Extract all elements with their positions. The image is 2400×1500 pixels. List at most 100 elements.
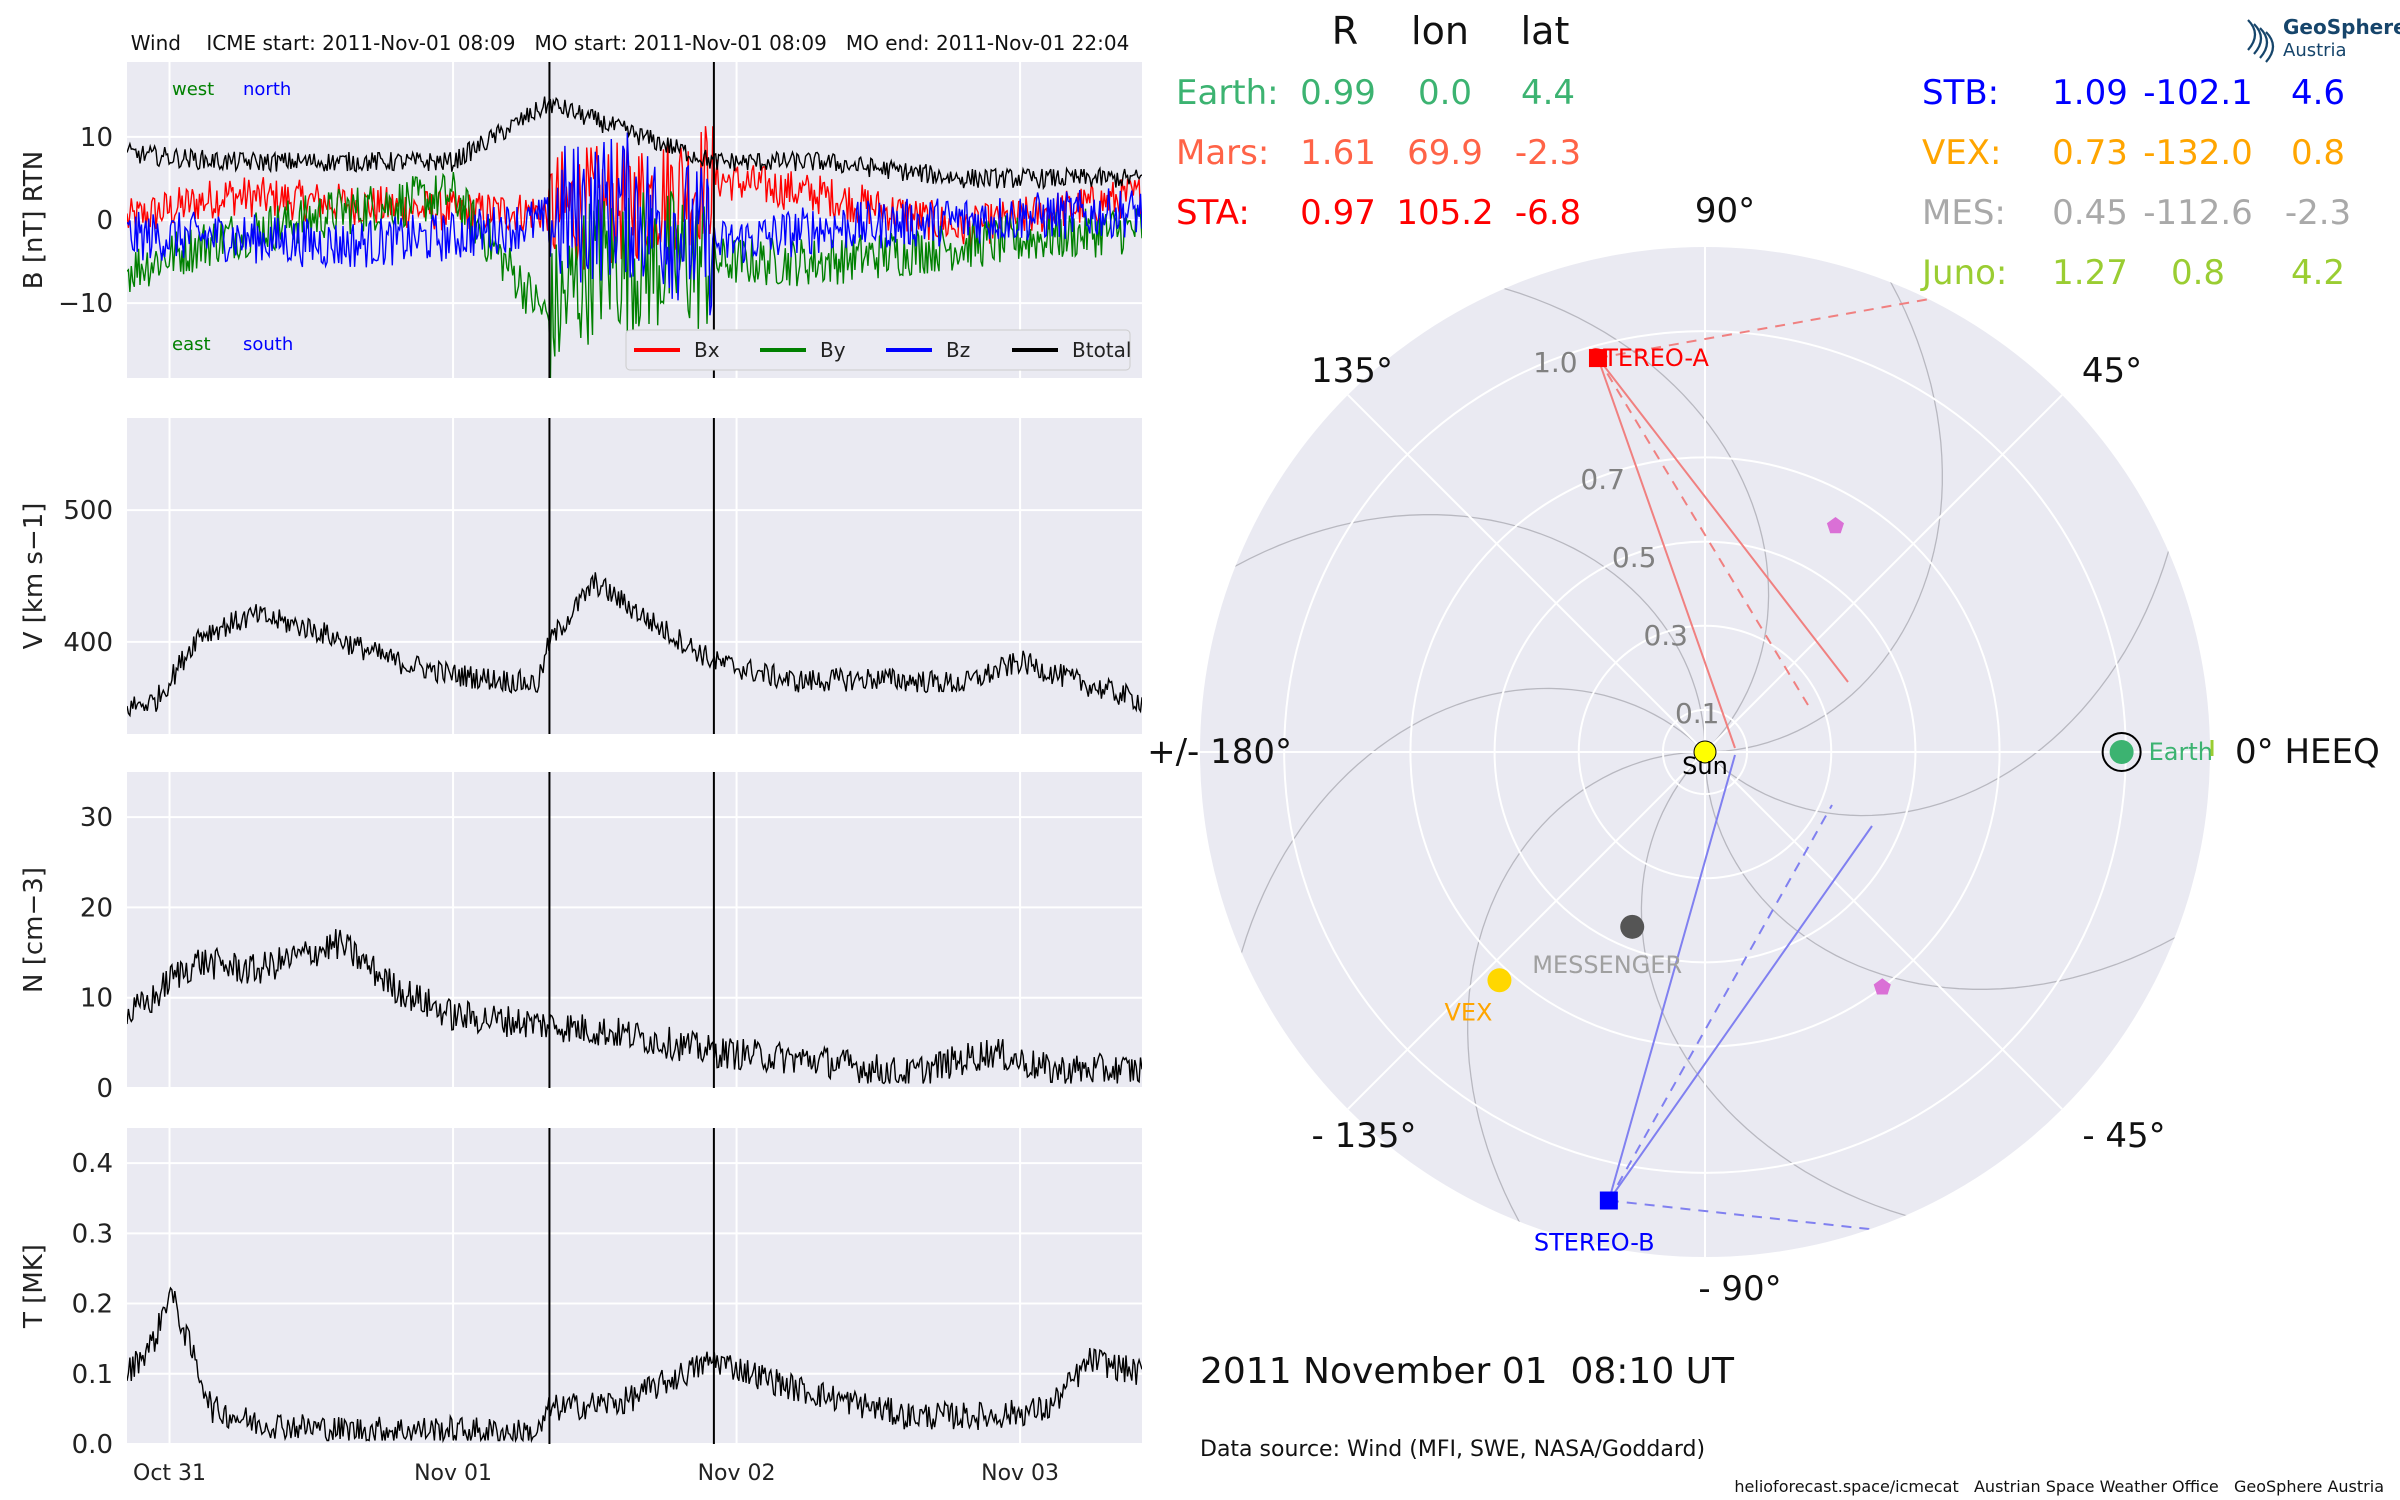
- table-right-lat: 4.6: [2291, 73, 2345, 113]
- body-messenger-label: MESSENGER: [1532, 951, 1682, 979]
- table-right-r: 1.09: [2052, 73, 2128, 113]
- logo-line-1: GeoSphere: [2283, 15, 2400, 39]
- table-header-lat: lat: [1521, 9, 1570, 53]
- panel-4: 0.0 0.1 0.2 0.3 0.4 T [MK]: [19, 1128, 1142, 1460]
- annotation-south: south: [243, 334, 293, 355]
- table-right-r: 0.45: [2052, 193, 2128, 233]
- y-tick-label: 0.2: [72, 1290, 113, 1320]
- y-axis-label: N [cm−3]: [19, 867, 49, 993]
- table-right-lat: -2.3: [2285, 193, 2351, 233]
- y-tick-label: 10: [80, 123, 113, 153]
- angular-gridline: [1347, 751, 1706, 1110]
- body-stereo-a-marker: [1588, 349, 1607, 368]
- y-tick-label: 10: [80, 984, 113, 1014]
- y-tick-label: 500: [63, 496, 113, 526]
- panel-2: 400 500 V [km s−1]: [19, 418, 1142, 734]
- panel-lines: [127, 929, 1142, 1085]
- y-tick-label: 20: [80, 893, 113, 923]
- table-right-lon: 0.8: [2171, 253, 2225, 293]
- annotation-north: north: [243, 79, 291, 100]
- stereo-a-field-line: [1597, 357, 1849, 683]
- y-tick-label: 0: [96, 1074, 113, 1104]
- table-right-name: VEX:: [1922, 133, 2002, 173]
- panel-lines: [127, 96, 1142, 378]
- x-tick-label: Nov 01: [414, 1461, 492, 1486]
- angle-tick-label: 0° HEEQ: [2235, 732, 2380, 772]
- y-tick-label: −10: [58, 289, 113, 319]
- panel-3: 0 10 20 30 N [cm−3]: [19, 772, 1142, 1104]
- table-right-r: 1.27: [2052, 253, 2128, 293]
- legend-box: [625, 329, 1131, 371]
- y-tick-label: 30: [80, 803, 113, 833]
- legend-label: Btotal: [1072, 338, 1131, 362]
- y-tick-label: 0.0: [72, 1430, 113, 1460]
- table-left-lat: -6.8: [1515, 193, 1581, 233]
- polar-inner: 0.1 0.3 0.5 0.7 1.0: [1200, 247, 2210, 1257]
- body-probe-2-marker: [1873, 978, 1891, 995]
- y-tick-label: 0.4: [72, 1149, 113, 1179]
- x-tick-label: Oct 31: [133, 1461, 206, 1486]
- body-stereo-a-label: STEREO-A: [1588, 344, 1710, 372]
- body-stereo-b-label: STEREO-B: [1534, 1229, 1655, 1257]
- figure-text: Wind ICME start: 2011-Nov-01 08:09 MO st…: [131, 9, 2400, 1496]
- stereo-b-field-line: [1607, 754, 1736, 1201]
- body-vex-label: VEX: [1444, 998, 1492, 1026]
- table-right-lon: -132.0: [2143, 133, 2253, 173]
- angle-tick-label: - 45°: [2082, 1116, 2165, 1156]
- series-line-data: [127, 572, 1142, 718]
- series-line-data: [127, 929, 1142, 1085]
- body-earth-marker: [2109, 740, 2134, 764]
- table-left-name: Mars:: [1176, 133, 1269, 173]
- stereo-a-field-line: [1597, 357, 1736, 749]
- table-left-r: 0.97: [1300, 193, 1376, 233]
- y-tick-label: 0.3: [72, 1219, 113, 1249]
- data-source: Data source: Wind (MFI, SWE, NASA/Goddar…: [1200, 1437, 1705, 1462]
- table-right-lat: 4.2: [2291, 253, 2345, 293]
- legend-label: Bx: [694, 338, 720, 362]
- geosphere-logo-icon: [2265, 31, 2275, 63]
- radial-tick-label: 0.1: [1675, 697, 1720, 730]
- table-left-lon: 105.2: [1396, 193, 1493, 233]
- y-tick-label: 0.1: [72, 1360, 113, 1390]
- geosphere-logo-icon: [2253, 23, 2263, 55]
- annotation-east: east: [172, 334, 211, 355]
- geosphere-logo-icon: [2259, 27, 2269, 59]
- stereo-b-field-line: [1608, 1199, 1879, 1231]
- y-tick-label: 400: [63, 628, 113, 658]
- date-label: 2011 November 01 08:10 UT: [1200, 1351, 1735, 1392]
- body-vex-marker: [1487, 968, 1512, 993]
- body-earth-ring: [2101, 732, 2142, 772]
- radial-tick-label: 0.3: [1643, 619, 1688, 652]
- table-right-name: STB:: [1922, 73, 1999, 113]
- y-axis-label: T [MK]: [19, 1244, 49, 1329]
- angle-tick-label: - 135°: [1312, 1116, 1417, 1156]
- footer-credits: helioforecast.space/icmecat Austrian Spa…: [1734, 1477, 2384, 1496]
- figure-title: Wind ICME start: 2011-Nov-01 08:09 MO st…: [131, 31, 1130, 55]
- table-right-name: Juno:: [1920, 253, 2007, 293]
- x-tick-label: Nov 02: [698, 1461, 776, 1486]
- body-messenger-marker: [1620, 914, 1645, 939]
- legend-label: Bz: [946, 338, 970, 362]
- angular-gridline: [1704, 394, 2063, 753]
- annotation-west: west: [172, 79, 214, 100]
- table-left-lat: 4.4: [1521, 73, 1575, 113]
- radial-tick-label: 1.0: [1533, 346, 1578, 379]
- table-right-name: MES:: [1922, 193, 2006, 233]
- x-tick-label: Nov 03: [981, 1461, 1059, 1486]
- series-line-data: [127, 1286, 1142, 1444]
- angle-tick-label: - 90°: [1698, 1269, 1781, 1309]
- table-right-lon: -112.6: [2143, 193, 2253, 233]
- angular-gridline: [1347, 394, 1706, 753]
- table-left-r: 0.99: [1300, 73, 1376, 113]
- panel-background: [127, 772, 1142, 1088]
- legend-label: By: [820, 338, 846, 362]
- angle-tick-label: 90°: [1695, 191, 1755, 231]
- table-left-lon: 69.9: [1407, 133, 1483, 173]
- series-line-by: [127, 172, 1142, 378]
- table-header-lon: lon: [1411, 9, 1469, 53]
- body-stereo-b-marker: [1599, 1191, 1618, 1210]
- polar-position-plot: 0.1 0.3 0.5 0.7 1.0 Sun Earth STEREO-A STEREO-B V…: [1147, 191, 2380, 1309]
- body-earth-label: Earth: [2149, 738, 2213, 766]
